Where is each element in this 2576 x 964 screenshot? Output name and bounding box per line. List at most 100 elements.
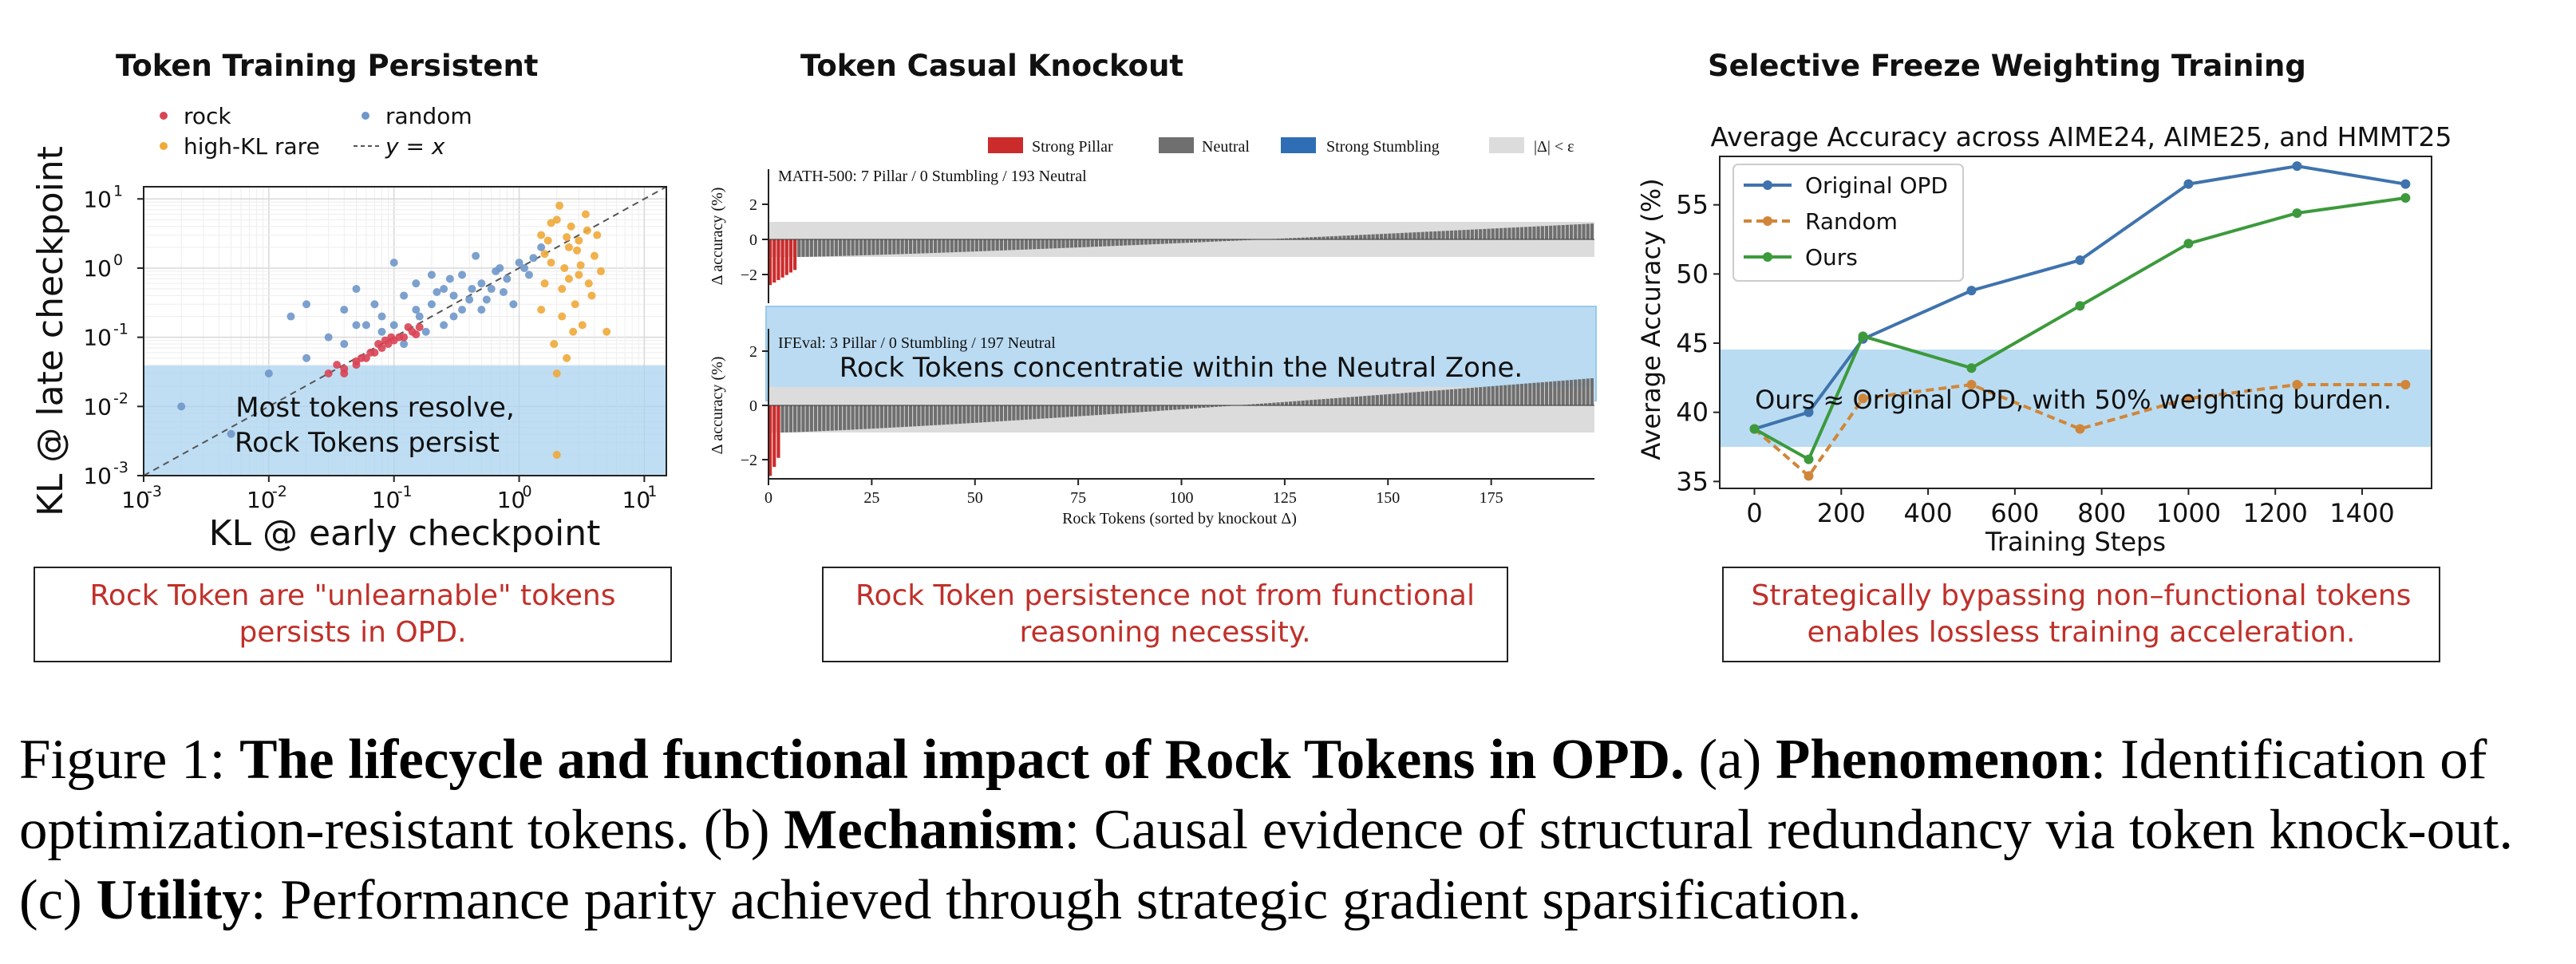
- bar-pillar: [776, 405, 780, 458]
- bar-neutral: [801, 239, 805, 257]
- x-tick-label: 75: [1070, 489, 1086, 507]
- scatter-point-random: [340, 340, 349, 349]
- bar-neutral: [921, 239, 925, 254]
- bar-neutral: [1115, 239, 1119, 247]
- panel-a-rock-zone: [144, 365, 666, 476]
- bar-neutral: [867, 405, 871, 429]
- scatter-point-random: [529, 254, 538, 263]
- legend-random-label: random: [385, 103, 472, 129]
- bar-neutral: [1152, 239, 1156, 245]
- x-tick-label: 600: [1990, 498, 2039, 528]
- bar-neutral: [1164, 239, 1168, 244]
- scatter-point-random: [421, 327, 430, 336]
- bar-neutral: [900, 239, 904, 255]
- bar-neutral: [1160, 239, 1164, 244]
- panel-c-legend-box: [1732, 164, 1964, 282]
- bar-neutral: [1359, 396, 1363, 405]
- scatter-point-random: [440, 285, 448, 294]
- bar-neutral: [1375, 234, 1379, 239]
- bar-neutral: [970, 405, 974, 424]
- bar-neutral: [1069, 405, 1073, 417]
- bar-neutral: [1181, 405, 1185, 409]
- bar-neutral: [1404, 393, 1409, 405]
- panel-c-zone-text: Ours ≈ Original OPD, with 50% weighting …: [1755, 385, 2392, 415]
- bar-neutral: [892, 239, 896, 255]
- scatter-point-random: [537, 243, 546, 251]
- bar-neutral: [1219, 405, 1223, 407]
- bar-neutral: [1441, 231, 1445, 239]
- series-point: [2075, 424, 2085, 434]
- bar-neutral: [942, 405, 946, 425]
- scatter-point-random: [468, 285, 476, 294]
- bar-neutral: [904, 405, 908, 427]
- bar-neutral: [1363, 396, 1367, 405]
- scatter-point-high-kl-rare: [540, 279, 549, 288]
- scatter-point-high-kl-rare: [547, 219, 555, 227]
- bar-neutral: [929, 239, 933, 254]
- legend-rock-marker: [160, 112, 168, 120]
- bar-neutral: [1507, 227, 1511, 239]
- bar-neutral: [1350, 235, 1354, 239]
- series-point: [1804, 407, 1814, 417]
- series-point: [2292, 208, 2302, 219]
- bar-neutral: [1499, 385, 1503, 405]
- scatter-point-rock: [374, 340, 383, 349]
- legend-eps-swatch: [1489, 137, 1524, 153]
- panel-b-ticks: 0 25 50 75 100 125 150 175: [765, 479, 1503, 507]
- figure-caption: Figure 1: The lifecycle and functional i…: [19, 725, 2565, 935]
- bar-neutral: [1449, 389, 1454, 405]
- scatter-point-random: [515, 259, 523, 267]
- bar-neutral: [1400, 393, 1404, 405]
- bar-neutral: [851, 405, 855, 430]
- y-tick-label: 45: [1676, 328, 1709, 358]
- scatter-point-random: [520, 263, 529, 272]
- bar-neutral: [1322, 236, 1326, 239]
- bar-neutral: [1424, 391, 1428, 405]
- panel-c-line: Selective Freeze Weighting Training Aver…: [1636, 49, 2452, 557]
- y-tick-label: 0: [749, 231, 757, 249]
- y-tick-label: 10: [83, 393, 112, 420]
- bar-neutral: [1057, 405, 1061, 418]
- bar-neutral: [843, 239, 847, 256]
- series-point: [2075, 255, 2085, 265]
- bar-neutral: [1008, 239, 1012, 251]
- bar-neutral: [1016, 405, 1020, 421]
- bar-neutral: [896, 239, 900, 255]
- bar-neutral: [1132, 239, 1136, 246]
- scatter-point-high-kl-rare: [564, 243, 573, 251]
- scatter-point-random: [302, 300, 311, 309]
- bar-neutral: [1020, 405, 1024, 421]
- bar-neutral: [1553, 381, 1557, 405]
- scatter-point-rock: [387, 333, 396, 342]
- scatter-point-random: [415, 312, 424, 321]
- panel-a-diagonal: [144, 187, 666, 476]
- bar-neutral: [822, 405, 826, 432]
- bar-neutral: [1511, 227, 1515, 239]
- scatter-point-high-kl-rare: [603, 327, 611, 336]
- bar-neutral: [970, 239, 974, 252]
- bar-neutral: [883, 405, 888, 429]
- x-tick-label: 125: [1273, 489, 1297, 507]
- bar-neutral: [797, 405, 801, 433]
- legend-yx-label: y = x: [385, 133, 445, 160]
- bar-neutral: [1519, 227, 1524, 239]
- bar-neutral: [1342, 397, 1346, 405]
- bar-neutral: [1549, 225, 1553, 239]
- bar-neutral: [1239, 239, 1243, 241]
- bar-neutral: [917, 239, 921, 254]
- bar-neutral: [1259, 403, 1263, 405]
- bar-neutral: [1458, 230, 1462, 239]
- bar-neutral: [809, 239, 813, 257]
- bar-neutral: [1416, 392, 1420, 405]
- bar-neutral: [1586, 223, 1590, 239]
- x-tick-label: 0: [765, 489, 772, 507]
- bar-neutral: [847, 405, 851, 430]
- caption-fig: Figure 1:: [19, 729, 240, 791]
- scatter-point-random: [427, 271, 436, 279]
- y-tick-label: 10: [83, 463, 112, 489]
- scatter-point-high-kl-rare: [596, 267, 605, 275]
- bar-neutral: [1412, 392, 1416, 405]
- bar-neutral: [1371, 395, 1375, 405]
- bar-neutral: [1214, 239, 1219, 242]
- scatter-point-random: [227, 429, 235, 438]
